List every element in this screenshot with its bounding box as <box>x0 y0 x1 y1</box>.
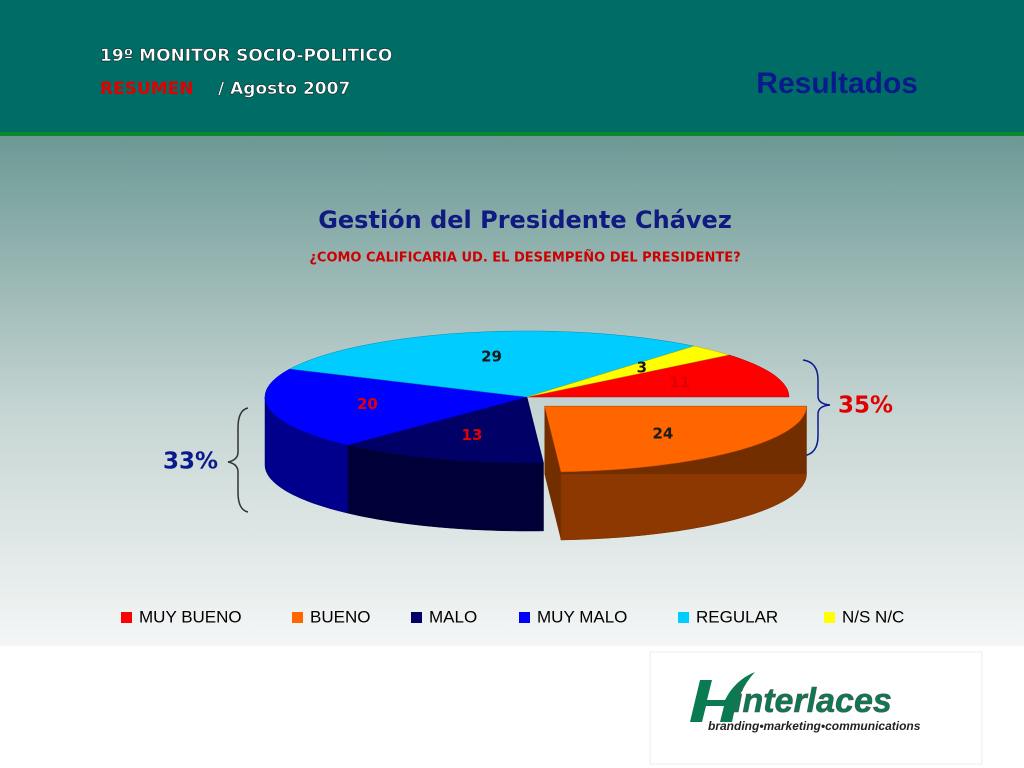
data-label: 11 <box>669 374 690 392</box>
logo-tagline: branding•marketing•communications <box>708 719 921 733</box>
legend-swatch <box>292 612 303 623</box>
legend-label: N/S N/C <box>842 607 904 626</box>
legend-label: MALO <box>429 607 477 626</box>
bracket-right <box>802 359 831 457</box>
header-rule <box>0 132 1024 136</box>
data-label: 3 <box>637 359 647 377</box>
legend-swatch <box>121 612 132 623</box>
data-label: 24 <box>652 425 673 443</box>
legend-label: REGULAR <box>696 607 778 626</box>
logo-mark <box>690 672 755 722</box>
pie-slice <box>289 330 695 398</box>
pie-slice <box>526 345 729 398</box>
chart-subtitle: ¿COMO CALIFICARIA UD. EL DESEMPEÑO DEL P… <box>309 250 740 266</box>
legend-swatch <box>678 612 689 623</box>
slice-wall <box>544 406 561 540</box>
legend-swatch <box>824 612 835 623</box>
annotation-left: 33% <box>163 449 218 475</box>
bracket-left <box>227 407 249 513</box>
header-date: / Agosto 2007 <box>218 79 350 99</box>
legend-swatch <box>411 612 422 623</box>
legend-label: MUY MALO <box>537 607 627 626</box>
legend-label: BUENO <box>310 607 370 626</box>
data-label: 13 <box>462 426 483 444</box>
data-label: 20 <box>357 395 378 413</box>
annotation-right: 35% <box>838 393 893 419</box>
pie-slice <box>264 368 528 446</box>
legend-swatch <box>519 612 530 623</box>
legend-label: MUY BUENO <box>139 607 242 626</box>
pie-slice <box>544 405 807 473</box>
header-line1: 19º MONITOR SOCIO-POLITICO <box>100 46 392 66</box>
pie-slice <box>526 354 790 398</box>
chart-title: Gestión del Presidente Chávez <box>318 206 732 234</box>
section-title: Resultados <box>756 67 918 100</box>
logo-name: interlaces <box>733 682 892 720</box>
header-band <box>0 0 1024 132</box>
pie-slice <box>347 396 544 464</box>
header-highlight: RESUMEN <box>100 79 194 99</box>
data-label: 29 <box>481 348 502 366</box>
